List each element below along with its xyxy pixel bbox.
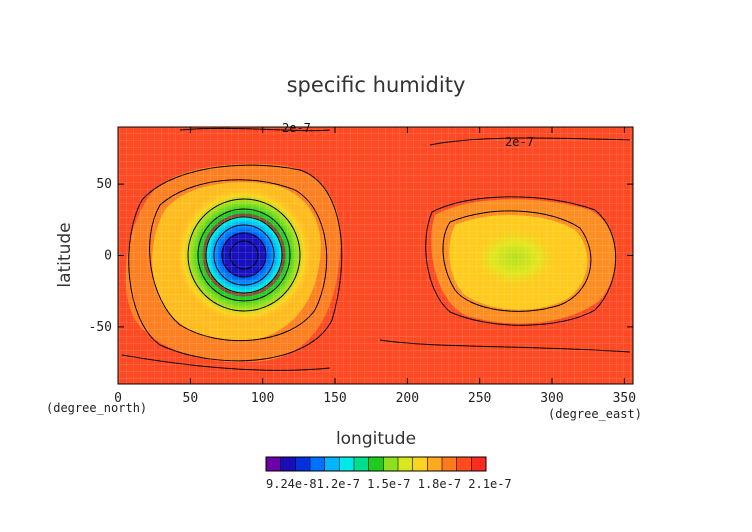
y-axis-ticks: 50 0 -50: [89, 177, 633, 335]
colorbar: [265, 456, 487, 472]
x-tick-label: 50: [183, 391, 199, 406]
colorbar-swatch: [266, 457, 282, 471]
colorbar-swatch: [442, 457, 458, 471]
colorbar-swatch: [339, 457, 355, 471]
grid-overlay: [118, 127, 633, 384]
colorbar-swatch: [427, 457, 443, 471]
x-axis-ticks: 0 50 100 150 200 250 300 350: [114, 127, 636, 406]
x-axis-label: longitude: [336, 429, 416, 449]
colorbar-swatch: [368, 457, 384, 471]
y-tick-label: -50: [89, 320, 112, 335]
x-tick-label: 350: [613, 391, 636, 406]
x-tick-label: 300: [540, 391, 563, 406]
colorbar-swatch: [324, 457, 340, 471]
colorbar-swatch: [471, 457, 487, 471]
chart-title: specific humidity: [287, 73, 466, 97]
colorbar-frame: [265, 456, 487, 472]
colorbar-swatch: [398, 457, 414, 471]
colorbar-swatch: [295, 457, 311, 471]
x-tick-label: 250: [468, 391, 491, 406]
contour-label-2: 2e-7: [505, 135, 534, 149]
colorbar-labels: 9.24e-81.2e-7 1.5e-7 1.8e-7 2.1e-7: [266, 477, 512, 491]
contour-label-1: 2e-7: [282, 121, 311, 135]
plot-area: [118, 127, 633, 384]
y-axis-label: latitude: [55, 222, 75, 287]
colorbar-swatch: [383, 457, 399, 471]
colorbar-swatch: [310, 457, 326, 471]
colorbar-swatch: [280, 457, 296, 471]
x-tick-label: 0: [114, 391, 122, 406]
x-axis-unit: (degree_east): [548, 407, 642, 421]
y-axis-unit: (degree_north): [46, 401, 147, 415]
y-tick-label: 50: [96, 177, 112, 192]
x-tick-label: 200: [396, 391, 419, 406]
x-tick-label: 150: [323, 391, 346, 406]
y-tick-label: 0: [104, 249, 112, 264]
x-tick-label: 100: [251, 391, 274, 406]
colorbar-swatch: [412, 457, 428, 471]
colorbar-swatch: [456, 457, 472, 471]
colorbar-swatch: [354, 457, 370, 471]
